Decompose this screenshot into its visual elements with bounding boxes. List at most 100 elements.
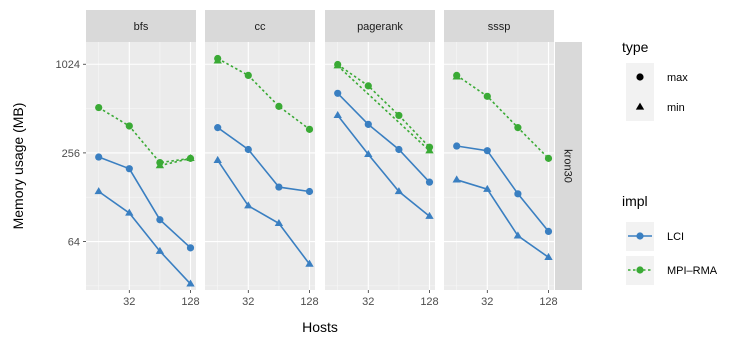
data-point-mpi-rma-min (333, 61, 342, 69)
series-line-mpi-rma-min (159, 157, 191, 167)
data-point-mpi-rma-min (186, 153, 195, 162)
data-point-mpi-rma-max (514, 124, 522, 132)
facet-panel-pagerank: pagerank 32 128 (325, 10, 439, 308)
data-point-lci-max (364, 120, 372, 128)
data-point-mpi-rma-min (452, 72, 461, 80)
data-point-lci-min (483, 184, 492, 192)
triangle-icon (635, 102, 645, 110)
row-strip: kron30 (555, 42, 582, 290)
data-point-lci-min (125, 208, 134, 216)
legend-label-lci: LCI (667, 231, 684, 243)
facet-strip-label: cc (255, 21, 267, 33)
row-strip-background (555, 42, 582, 290)
x-tick-label: 32 (123, 296, 135, 308)
data-point-lci-min (94, 187, 103, 195)
legend-item-lci: LCI (626, 222, 684, 251)
data-point-mpi-rma-max (395, 111, 403, 120)
facet-panel-cc: cc 32 128 (205, 10, 319, 308)
x-tick-label: 32 (481, 296, 493, 308)
series-line-lci-max (337, 92, 431, 183)
series-line-mpi-rma-max (337, 63, 431, 148)
data-point-lci-max (95, 153, 103, 161)
facet-strip-label: bfs (134, 21, 149, 33)
facet-strip (205, 10, 315, 42)
data-point-lci-min (213, 155, 222, 163)
data-point-mpi-rma-min (213, 56, 222, 64)
data-point-lci-min (155, 246, 165, 254)
legend-label-mpi-rma: MPI–RMA (667, 265, 718, 277)
legend-item-mpi-rma: MPI–RMA (626, 256, 718, 285)
data-point-lci-max (275, 183, 283, 191)
y-tick-label: 1024 (56, 59, 80, 71)
y-axis: 64 256 1024 (56, 59, 86, 249)
data-point-lci-max (305, 187, 314, 196)
facet-strip (444, 10, 554, 42)
data-point-lci-max (453, 142, 461, 150)
legend-label-min: min (667, 102, 685, 114)
data-point-mpi-rma-max (544, 154, 553, 162)
legend-type-title: type (622, 39, 649, 55)
data-point-mpi-rma-max (275, 102, 283, 110)
series-line-lci-max (456, 145, 550, 232)
x-tick-label: 128 (300, 296, 318, 308)
data-point-lci-min (305, 259, 314, 267)
panel-background (325, 42, 435, 290)
x-tick-label: 128 (539, 296, 557, 308)
circle-icon (636, 266, 644, 274)
facet-strip (86, 10, 196, 42)
x-tick-label: 32 (362, 296, 374, 308)
data-point-mpi-rma-min (155, 161, 165, 169)
data-point-lci-max (156, 216, 164, 224)
panel-background (205, 42, 315, 290)
series-line-lci-min (98, 190, 192, 285)
x-tick-label: 32 (242, 296, 254, 308)
legend-item-min: min (626, 92, 685, 121)
legend: type max min impl LCI MPI–RMA (622, 39, 718, 285)
facet-strip-label: sssp (488, 21, 511, 33)
data-point-lci-max (125, 165, 133, 173)
series-line-lci-min (337, 114, 431, 217)
data-point-lci-min (452, 175, 461, 183)
data-point-lci-min (394, 187, 404, 195)
legend-impl-title: impl (622, 193, 648, 209)
facet-strip-label: pagerank (357, 21, 403, 33)
legend-label-max: max (667, 72, 688, 84)
data-point-lci-min (513, 231, 523, 239)
y-tick-label: 64 (68, 237, 80, 249)
row-strip-label: kron30 (562, 149, 574, 183)
data-point-mpi-rma-max (125, 122, 133, 130)
data-point-lci-min (333, 111, 342, 119)
data-point-lci-min (186, 279, 195, 287)
x-tick-label: 128 (181, 296, 199, 308)
data-point-lci-min (244, 201, 253, 209)
series-line-lci-max (217, 126, 310, 193)
facet-panel-sssp: sssp 32 128 (444, 10, 558, 308)
y-tick-label: 256 (62, 148, 80, 160)
x-tick-label: 128 (420, 296, 438, 308)
data-point-mpi-rma-max (364, 82, 372, 90)
data-point-lci-max (483, 147, 491, 155)
facet-panel-bfs: bfs 32 128 (86, 10, 200, 308)
data-point-lci-max (395, 145, 403, 154)
x-axis-title: Hosts (302, 319, 338, 335)
data-point-lci-max (186, 244, 195, 252)
series-line-lci-min (217, 159, 311, 265)
data-point-mpi-rma-max (305, 125, 314, 133)
series-line-lci-min (456, 179, 549, 258)
data-point-lci-max (244, 145, 252, 154)
data-point-lci-min (425, 211, 434, 219)
circle-icon (636, 232, 644, 240)
data-point-mpi-rma-min (425, 146, 434, 154)
data-point-lci-min (274, 219, 284, 227)
series-line-mpi-rma-max (217, 57, 310, 130)
data-point-lci-max (214, 124, 222, 132)
data-point-mpi-rma-max (95, 103, 103, 112)
data-point-mpi-rma-max (244, 71, 252, 80)
data-point-lci-max (425, 178, 434, 186)
data-point-lci-max (514, 190, 522, 198)
data-point-lci-max (544, 227, 553, 236)
legend-item-max: max (626, 63, 688, 92)
series-line-lci-max (98, 156, 192, 249)
data-point-lci-min (544, 252, 553, 260)
